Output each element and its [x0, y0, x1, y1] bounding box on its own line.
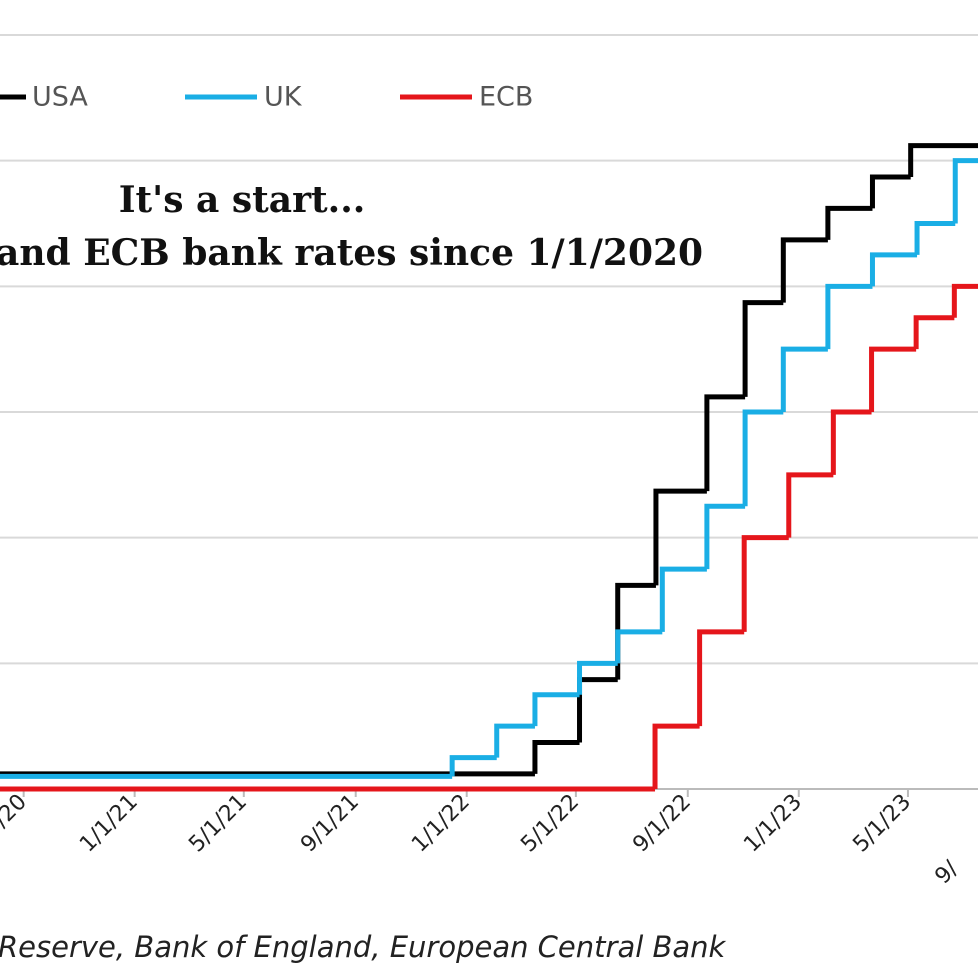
step-segment: [780, 237, 828, 303]
step-segment: [742, 409, 784, 507]
x-tick-label: 5/1/23: [848, 790, 916, 858]
chart-title: It's a start...: [119, 179, 366, 221]
legend-label: ECB: [479, 82, 533, 113]
step-segment: [913, 315, 955, 350]
step-segment: [914, 221, 956, 255]
step-segment: [742, 300, 784, 397]
step-segment: [704, 394, 746, 492]
x-tick-label: 1/1/22: [407, 790, 475, 858]
step-segment: [825, 205, 873, 240]
step-segment: [704, 503, 746, 570]
step-segment: [952, 158, 978, 224]
step-segment: [869, 174, 911, 209]
step-segment: [908, 143, 978, 178]
step-segment: [449, 755, 497, 777]
step-segment: [869, 346, 917, 412]
x-tick-label: /20: [0, 790, 32, 833]
legend-label: UK: [264, 82, 303, 113]
x-tick-label: 5/1/21: [184, 790, 252, 858]
step-segment: [577, 677, 618, 743]
series: [0, 158, 978, 779]
step-segment: [697, 629, 745, 727]
step-segment: [869, 252, 918, 287]
step-segment: [494, 723, 535, 758]
step-segment: [652, 723, 700, 789]
step-segment: [786, 472, 834, 538]
step-segment: [532, 692, 580, 727]
step-segment: [532, 740, 580, 774]
step-segment: [653, 488, 707, 586]
x-tick-label: 9/1/21: [296, 790, 364, 858]
step-segment: [577, 660, 618, 695]
series: [0, 283, 978, 792]
x-tick-label: 1/1/21: [75, 790, 143, 858]
x-tick-label: 9/: [930, 856, 963, 889]
legend-label: USA: [32, 82, 88, 113]
step-segment: [741, 535, 789, 632]
step-segment: [780, 346, 828, 412]
chart-subtitle: and ECB bank rates since 1/1/2020: [0, 232, 703, 274]
step-segment: [825, 283, 873, 350]
step-segment: [951, 283, 978, 318]
legend: USA UK ECB: [0, 82, 533, 113]
step-segment: [615, 629, 663, 664]
step-segment: [659, 566, 707, 632]
step-segment: [830, 409, 872, 475]
x-tick-label: 5/1/22: [516, 790, 584, 858]
x-tick-label: 9/1/22: [628, 790, 696, 858]
source-note: Reserve, Bank of England, European Centr…: [0, 930, 727, 964]
x-tick-label: 1/1/23: [739, 790, 807, 858]
